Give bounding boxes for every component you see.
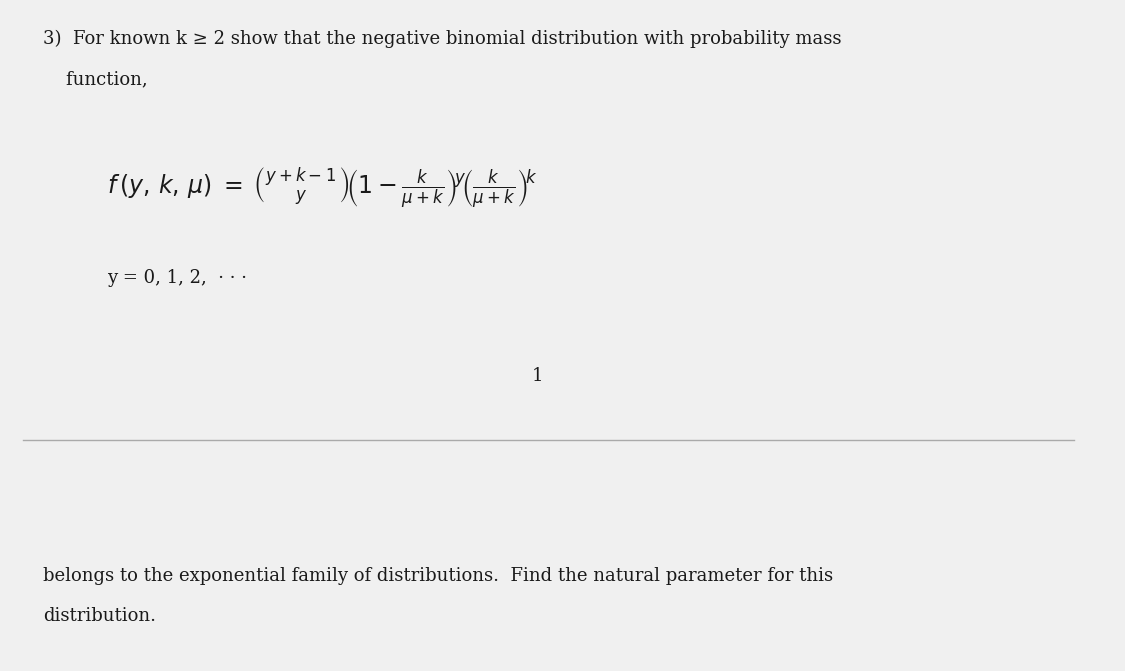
Text: $f\,(y,\,k,\,\mu)\; =\; \binom{y+k-1}{y}\!\left(1 - \frac{k}{\mu+k}\right)^{\!y}: $f\,(y,\,k,\,\mu)\; =\; \binom{y+k-1}{y}… bbox=[108, 165, 538, 211]
Text: 1: 1 bbox=[531, 367, 543, 384]
Text: distribution.: distribution. bbox=[43, 607, 156, 625]
Text: 3)  For known k ≥ 2 show that the negative binomial distribution with probabilit: 3) For known k ≥ 2 show that the negativ… bbox=[43, 30, 842, 48]
Text: belongs to the exponential family of distributions.  Find the natural parameter : belongs to the exponential family of dis… bbox=[43, 567, 834, 585]
Text: y = 0, 1, 2,  · · ·: y = 0, 1, 2, · · · bbox=[108, 270, 248, 287]
Text: function,: function, bbox=[43, 70, 147, 89]
